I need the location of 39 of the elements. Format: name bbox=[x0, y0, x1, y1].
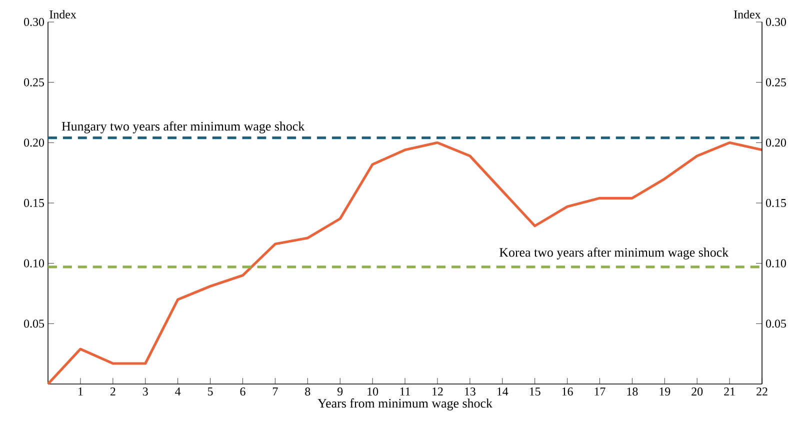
y-tick-label: 0.20 bbox=[766, 138, 786, 147]
x-tick-label: 4 bbox=[175, 388, 181, 396]
y-tick-label: 0.15 bbox=[766, 198, 786, 208]
x-tick-label: 14 bbox=[497, 388, 508, 396]
x-tick-label: 21 bbox=[724, 388, 735, 396]
x-tick-label: 18 bbox=[627, 388, 638, 396]
y2-tick-label: 0.30 bbox=[24, 18, 44, 26]
text: Index bbox=[734, 10, 761, 18]
text: Index bbox=[50, 10, 76, 18]
x-tick-label: 20 bbox=[692, 388, 703, 396]
x-tick-label: 12 bbox=[432, 388, 443, 396]
y2-tick-label: 0.05 bbox=[24, 320, 44, 328]
x-tick-label: 13 bbox=[464, 388, 476, 396]
y-tick-label: 0.25 bbox=[766, 78, 786, 86]
x-tick-label: 2 bbox=[110, 388, 116, 396]
x-tick-label: 17 bbox=[594, 388, 606, 396]
y2-tick-label: 0.25 bbox=[24, 78, 44, 86]
ref-line-label: Korea two years after minimum wage shock bbox=[500, 248, 729, 260]
x-tick-label: 16 bbox=[562, 388, 573, 396]
x-tick-label: 10 bbox=[368, 388, 378, 396]
x-tick-label: 7 bbox=[272, 388, 278, 396]
x-tick-label: 9 bbox=[337, 388, 343, 396]
y-tick-label: 0.30 bbox=[766, 18, 786, 26]
x-tick-label: 5 bbox=[208, 388, 213, 396]
x-tick-label: 3 bbox=[142, 388, 148, 396]
x-tick-label: 15 bbox=[530, 388, 540, 396]
y-tick-label: 0.10 bbox=[766, 259, 786, 268]
y-tick-label: 0.05 bbox=[766, 320, 786, 328]
x-axis-title: Years from minimum wage shock bbox=[318, 398, 492, 410]
x-tick-label: 19 bbox=[660, 388, 670, 396]
x-tick-label: 8 bbox=[305, 388, 310, 396]
y2-tick-label: 0.10 bbox=[24, 259, 44, 268]
y2-tick-label: 0.15 bbox=[24, 198, 44, 208]
x-tick-label: 22 bbox=[756, 388, 768, 396]
x-tick-label: 6 bbox=[240, 388, 246, 396]
y2-tick-label: 0.20 bbox=[24, 138, 44, 147]
ref-line-label: Hungary two years after minimum wage shock bbox=[62, 121, 305, 134]
x-tick-label: 11 bbox=[400, 388, 410, 396]
x-tick-label: 1 bbox=[78, 388, 83, 396]
